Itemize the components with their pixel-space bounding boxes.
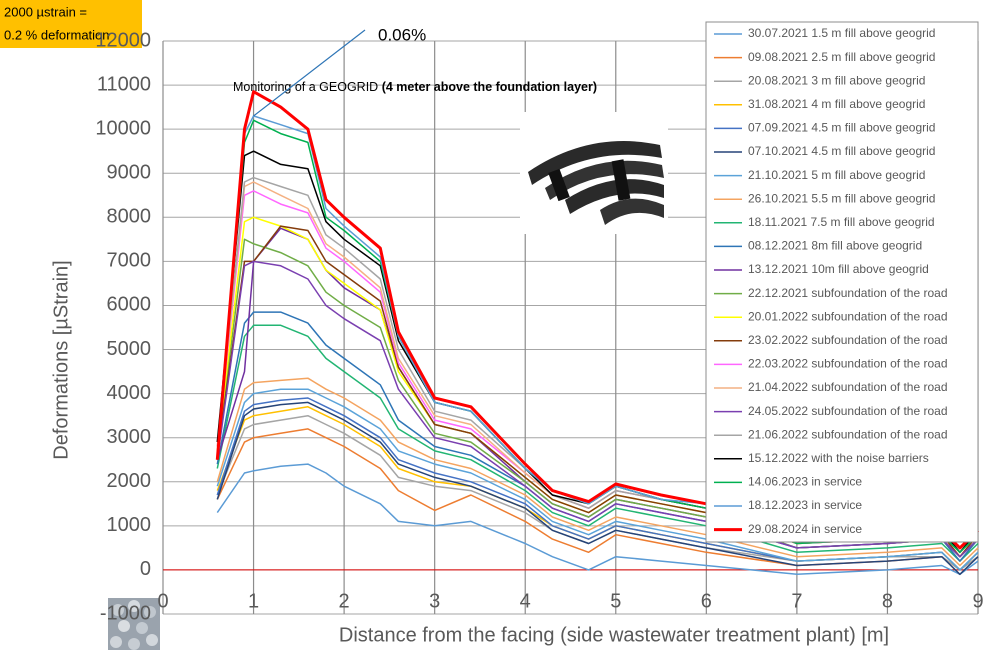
x-axis-label: Distance from the facing (side wastewate… bbox=[339, 624, 889, 646]
legend-label: 07.10.2021 4.5 m fill above geogrid bbox=[748, 144, 935, 158]
x-tick-label: 4 bbox=[520, 590, 531, 612]
y-tick-label: 4000 bbox=[107, 382, 152, 404]
legend-label: 23.02.2022 subfoundation of the road bbox=[748, 333, 948, 347]
plot-title-bold: (4 meter above the foundation layer) bbox=[382, 80, 597, 94]
chart: 30.07.2021 1.5 m fill above geogrid 09.08… bbox=[0, 0, 986, 650]
legend-label: 26.10.2021 5.5 m fill above geogrid bbox=[748, 191, 935, 205]
legend-label: 21.04.2022 subfoundation of the road bbox=[748, 380, 948, 394]
legend-label: 30.07.2021 1.5 m fill above geogrid bbox=[748, 26, 935, 40]
plot-title-part: Monitoring of a GEOGRID bbox=[233, 80, 378, 94]
x-tick-label: 9 bbox=[972, 590, 983, 612]
y-tick-label: 10000 bbox=[95, 117, 151, 139]
legend-label: 07.09.2021 4.5 m fill above geogrid bbox=[748, 121, 935, 135]
legend-label: 18.11.2021 7.5 m fill above geogrid bbox=[748, 215, 935, 229]
y-tick-label: 7000 bbox=[107, 250, 152, 272]
legend-label: 14.06.2023 in service bbox=[748, 475, 862, 489]
y-axis-label: Deformations [µStrain] bbox=[50, 260, 72, 459]
annotation-line bbox=[254, 30, 365, 116]
y-tick-label: 3000 bbox=[107, 426, 152, 448]
stone bbox=[146, 634, 158, 646]
x-tick-label: 6 bbox=[701, 590, 712, 612]
y-tick-label: 1000 bbox=[107, 514, 152, 536]
stone bbox=[128, 638, 140, 650]
y-tick-label: 8000 bbox=[107, 206, 152, 228]
y-tick-label: 0 bbox=[140, 558, 151, 580]
legend-label: 15.12.2022 with the noise barriers bbox=[748, 451, 929, 465]
x-tick-label: 8 bbox=[882, 590, 893, 612]
legend-label: 09.08.2021 2.5 m fill above geogrid bbox=[748, 50, 935, 64]
plot-title: Monitoring of a GEOGRID (4 meter above t… bbox=[233, 80, 597, 94]
y-tick-label: 2000 bbox=[107, 470, 152, 492]
y-tick-label: -1000 bbox=[100, 602, 151, 624]
x-tick-label: 5 bbox=[610, 590, 621, 612]
y-tick-label: 6000 bbox=[107, 294, 152, 316]
legend-label: 21.10.2021 5 m fill above geogrid bbox=[748, 168, 925, 182]
legend-label: 24.05.2022 subfoundation of the road bbox=[748, 404, 948, 418]
legend-label: 29.08.2024 in service bbox=[748, 522, 862, 536]
legend-label: 13.12.2021 10m fill above geogrid bbox=[748, 262, 929, 276]
note-line: 2000 µstrain = bbox=[4, 4, 87, 19]
legend-label: 22.03.2022 subfoundation of the road bbox=[748, 357, 948, 371]
legend-label: 18.12.2023 in service bbox=[748, 498, 862, 512]
x-tick-label: 0 bbox=[157, 590, 168, 612]
y-tick-label: 5000 bbox=[107, 338, 152, 360]
y-tick-label: 9000 bbox=[107, 162, 152, 184]
legend-label: 08.12.2021 8m fill above geogrid bbox=[748, 239, 922, 253]
stone bbox=[110, 636, 122, 648]
annotation: 0.06% bbox=[378, 25, 426, 44]
legend-label: 31.08.2021 4 m fill above geogrid bbox=[748, 97, 925, 111]
note-line: 0.2 % deformation bbox=[4, 27, 110, 42]
y-tick-label: 11000 bbox=[97, 73, 151, 95]
legend-label: 20.08.2021 3 m fill above geogrid bbox=[748, 73, 925, 87]
y-tick-label: 12000 bbox=[95, 29, 151, 51]
x-tick-label: 1 bbox=[248, 590, 259, 612]
x-tick-label: 2 bbox=[339, 590, 350, 612]
legend-label: 20.01.2022 subfoundation of the road bbox=[748, 309, 948, 323]
x-tick-label: 7 bbox=[791, 590, 802, 612]
legend-label: 21.06.2022 subfoundation of the road bbox=[748, 427, 948, 441]
geogrid-photo bbox=[520, 112, 668, 234]
legend-label: 22.12.2021 subfoundation of the road bbox=[748, 286, 948, 300]
x-tick-label: 3 bbox=[429, 590, 440, 612]
